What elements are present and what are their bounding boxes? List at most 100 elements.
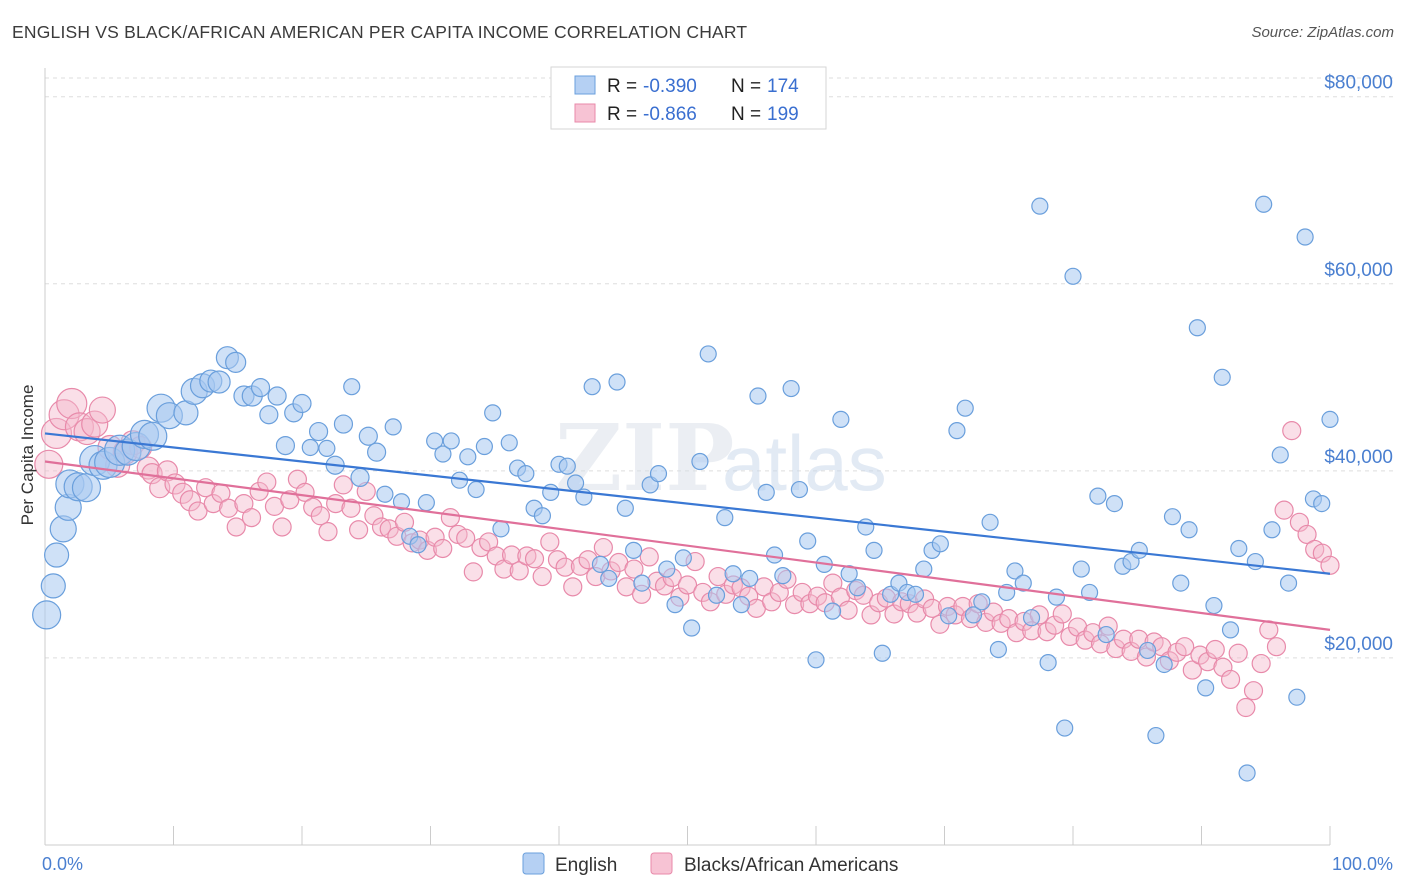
point-english	[707, 586, 726, 604]
point-english	[1006, 562, 1024, 580]
point-english	[956, 399, 974, 417]
point-english	[1014, 574, 1032, 592]
point-english	[807, 651, 825, 669]
point-english	[906, 585, 925, 603]
point-english	[492, 520, 510, 538]
point-english	[343, 378, 361, 396]
legend-swatch-blacks	[574, 103, 596, 123]
point-blacks	[509, 561, 529, 581]
point-english	[533, 507, 552, 525]
point-english	[981, 513, 999, 531]
point-blacks	[807, 586, 828, 606]
point-english	[1255, 195, 1273, 213]
point-blacks	[172, 482, 194, 504]
point-blacks	[218, 498, 239, 518]
point-english	[40, 573, 66, 599]
point-blacks	[333, 475, 353, 495]
point-english	[1056, 719, 1074, 737]
chart-title: ENGLISH VS BLACK/AFRICAN AMERICAN PER CA…	[12, 22, 748, 42]
point-english	[757, 483, 775, 501]
point-english	[1321, 410, 1339, 429]
point-blacks	[88, 396, 116, 424]
point-blacks	[1297, 524, 1317, 545]
point-blacks	[861, 605, 881, 625]
point-english	[931, 535, 949, 553]
point-blacks	[563, 577, 583, 597]
point-english	[832, 410, 850, 429]
point-blacks	[1175, 637, 1195, 657]
point-english	[1097, 625, 1115, 644]
point-english	[225, 351, 247, 373]
point-blacks	[1228, 643, 1248, 663]
point-english	[1172, 574, 1190, 592]
point-blacks	[364, 506, 384, 526]
point-english	[741, 569, 759, 588]
point-english	[799, 532, 817, 550]
y-tick-label: $40,000	[1324, 447, 1393, 468]
point-english	[915, 560, 933, 578]
point-english	[517, 465, 535, 483]
point-english	[138, 421, 168, 451]
point-blacks	[341, 498, 361, 518]
point-blacks	[593, 537, 613, 558]
point-english	[267, 386, 287, 406]
point-english	[989, 640, 1007, 659]
point-english	[608, 373, 626, 391]
point-blacks	[922, 598, 942, 618]
point-english	[964, 606, 983, 624]
point-english	[1197, 679, 1215, 697]
point-blacks	[1113, 629, 1134, 649]
point-english	[1047, 588, 1066, 606]
point-english	[765, 546, 784, 564]
point-blacks	[639, 547, 659, 567]
point-blacks	[1075, 630, 1095, 650]
point-english	[1130, 541, 1148, 559]
point-english	[417, 494, 435, 512]
y-tick-label: $60,000	[1324, 260, 1393, 281]
x-tick-label: 100.0%	[1332, 854, 1393, 874]
point-english	[1105, 494, 1124, 513]
point-english	[749, 387, 767, 405]
point-english	[1147, 726, 1165, 745]
point-blacks	[517, 546, 537, 566]
point-english	[649, 465, 668, 483]
point-english	[691, 452, 709, 471]
point-english	[1163, 508, 1182, 526]
point-blacks	[547, 550, 568, 570]
legend-r-value-1: -0.390	[643, 76, 697, 97]
point-english	[459, 448, 477, 466]
point-english	[683, 619, 701, 637]
point-english	[1279, 574, 1298, 592]
point-english	[475, 437, 493, 456]
point-english	[207, 370, 231, 394]
point-blacks	[524, 549, 545, 569]
point-blacks	[800, 594, 820, 614]
point-english	[782, 379, 800, 398]
legend-r-label-2: R =	[607, 104, 637, 125]
point-blacks	[624, 559, 644, 579]
x-tick-label: 0.0%	[42, 854, 83, 874]
point-blacks	[1320, 555, 1340, 575]
point-english	[392, 493, 411, 511]
bottom-legend-swatch-blacks	[650, 852, 673, 875]
point-blacks	[784, 595, 805, 615]
y-tick-labels: $20,000 $40,000 $60,000 $80,000	[1324, 73, 1393, 655]
point-english	[865, 541, 883, 559]
point-blacks	[1052, 604, 1072, 624]
point-blacks	[349, 520, 369, 540]
point-blacks	[677, 575, 698, 595]
point-blacks	[1274, 500, 1294, 520]
point-english	[292, 393, 312, 414]
point-english	[1039, 654, 1057, 672]
point-blacks	[884, 604, 904, 624]
point-english	[1188, 319, 1206, 337]
legend-n-label-1: N =	[731, 76, 761, 97]
point-english	[940, 607, 958, 625]
point-english	[301, 438, 319, 457]
point-blacks	[1213, 657, 1233, 677]
point-english	[1089, 487, 1107, 505]
point-english	[350, 467, 370, 488]
point-blacks	[792, 582, 812, 603]
point-english	[384, 418, 402, 436]
